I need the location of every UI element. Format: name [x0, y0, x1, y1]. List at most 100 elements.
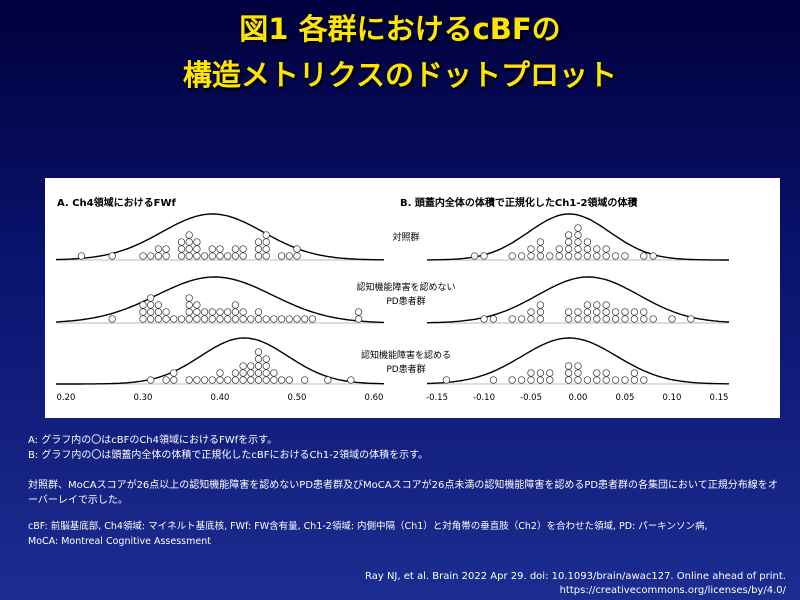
x-tick-label: 0.00	[569, 393, 588, 403]
dot	[224, 252, 232, 260]
dot	[254, 348, 263, 356]
dot	[536, 376, 545, 384]
x-tick-label: -0.10	[473, 393, 495, 403]
dot	[139, 301, 147, 309]
dot	[185, 231, 193, 239]
x-tick-label: 0.15	[710, 393, 729, 403]
dot	[285, 315, 293, 323]
dot	[162, 315, 170, 323]
dot	[277, 252, 286, 260]
dot	[154, 252, 163, 260]
dot	[108, 315, 116, 323]
dot	[208, 252, 216, 260]
dot	[154, 245, 163, 253]
group-label: 認知機能障害を認めない	[356, 281, 455, 293]
dot	[231, 252, 240, 260]
dot	[216, 252, 224, 260]
dot	[527, 369, 535, 377]
dot	[602, 301, 610, 309]
dot	[508, 315, 516, 323]
dot	[527, 252, 535, 260]
dot	[277, 315, 286, 323]
dot	[308, 315, 317, 323]
dot	[536, 315, 545, 323]
dot	[354, 308, 363, 316]
dot	[687, 315, 695, 323]
dot	[574, 224, 582, 232]
dot	[216, 315, 224, 323]
group-label: 対照群	[392, 231, 419, 243]
dot	[185, 245, 193, 253]
dot	[262, 362, 270, 370]
dot	[185, 376, 193, 384]
normal-curve	[426, 337, 729, 385]
x-tick-label: 0.20	[57, 393, 76, 403]
dot	[536, 308, 545, 316]
dot	[147, 252, 155, 260]
dot	[177, 315, 186, 323]
dot	[555, 252, 563, 260]
dot	[170, 376, 178, 384]
dot	[354, 315, 363, 323]
dot	[574, 308, 582, 316]
dot	[574, 238, 582, 246]
panel-title: B. 頭蓋内全体の体積で正規化したCh1-2領域の体積	[400, 196, 638, 209]
dot	[564, 252, 573, 260]
dot	[536, 301, 545, 309]
dot	[262, 376, 270, 384]
dot	[262, 355, 270, 363]
dot	[630, 308, 639, 316]
dot	[193, 252, 201, 260]
dot	[630, 315, 639, 323]
dot	[147, 315, 155, 323]
dot	[216, 376, 224, 384]
dot	[154, 315, 163, 323]
panel-title: A. Ch4領域におけるFWf	[57, 196, 176, 209]
dot	[262, 245, 270, 253]
dot	[517, 376, 526, 384]
dot	[480, 315, 488, 323]
dot	[270, 369, 278, 377]
dot	[254, 376, 263, 384]
dot	[224, 308, 232, 316]
dot	[162, 308, 170, 316]
dot	[185, 294, 193, 302]
dot	[231, 376, 240, 384]
dot	[254, 252, 263, 260]
dot	[546, 376, 554, 384]
dot	[602, 252, 610, 260]
dot	[536, 252, 545, 260]
x-tick-label: -0.15	[426, 393, 448, 403]
dot	[593, 315, 601, 323]
dot	[185, 315, 193, 323]
dot	[508, 252, 516, 260]
dot	[668, 315, 676, 323]
group-label: PD患者群	[386, 295, 425, 307]
dot	[527, 315, 535, 323]
x-tick-label: 0.50	[288, 393, 307, 403]
dot	[593, 252, 601, 260]
dot	[630, 369, 639, 377]
dot	[583, 245, 592, 253]
dot	[77, 252, 86, 260]
dot	[347, 376, 355, 384]
dot	[254, 308, 263, 316]
title-line: 構造メトリクスのドットプロット	[182, 58, 618, 92]
dot	[602, 376, 610, 384]
dot	[602, 245, 610, 253]
dot	[147, 376, 155, 384]
dot	[185, 301, 193, 309]
dot	[536, 238, 545, 246]
dot	[602, 315, 610, 323]
dot	[602, 308, 610, 316]
dot	[270, 376, 278, 384]
dot	[231, 308, 240, 316]
dot	[293, 252, 301, 260]
dot	[239, 369, 247, 377]
dot	[564, 245, 573, 253]
dot	[611, 376, 620, 384]
dot	[239, 245, 247, 253]
dot	[200, 308, 209, 316]
dot	[208, 308, 216, 316]
dot	[536, 369, 545, 377]
